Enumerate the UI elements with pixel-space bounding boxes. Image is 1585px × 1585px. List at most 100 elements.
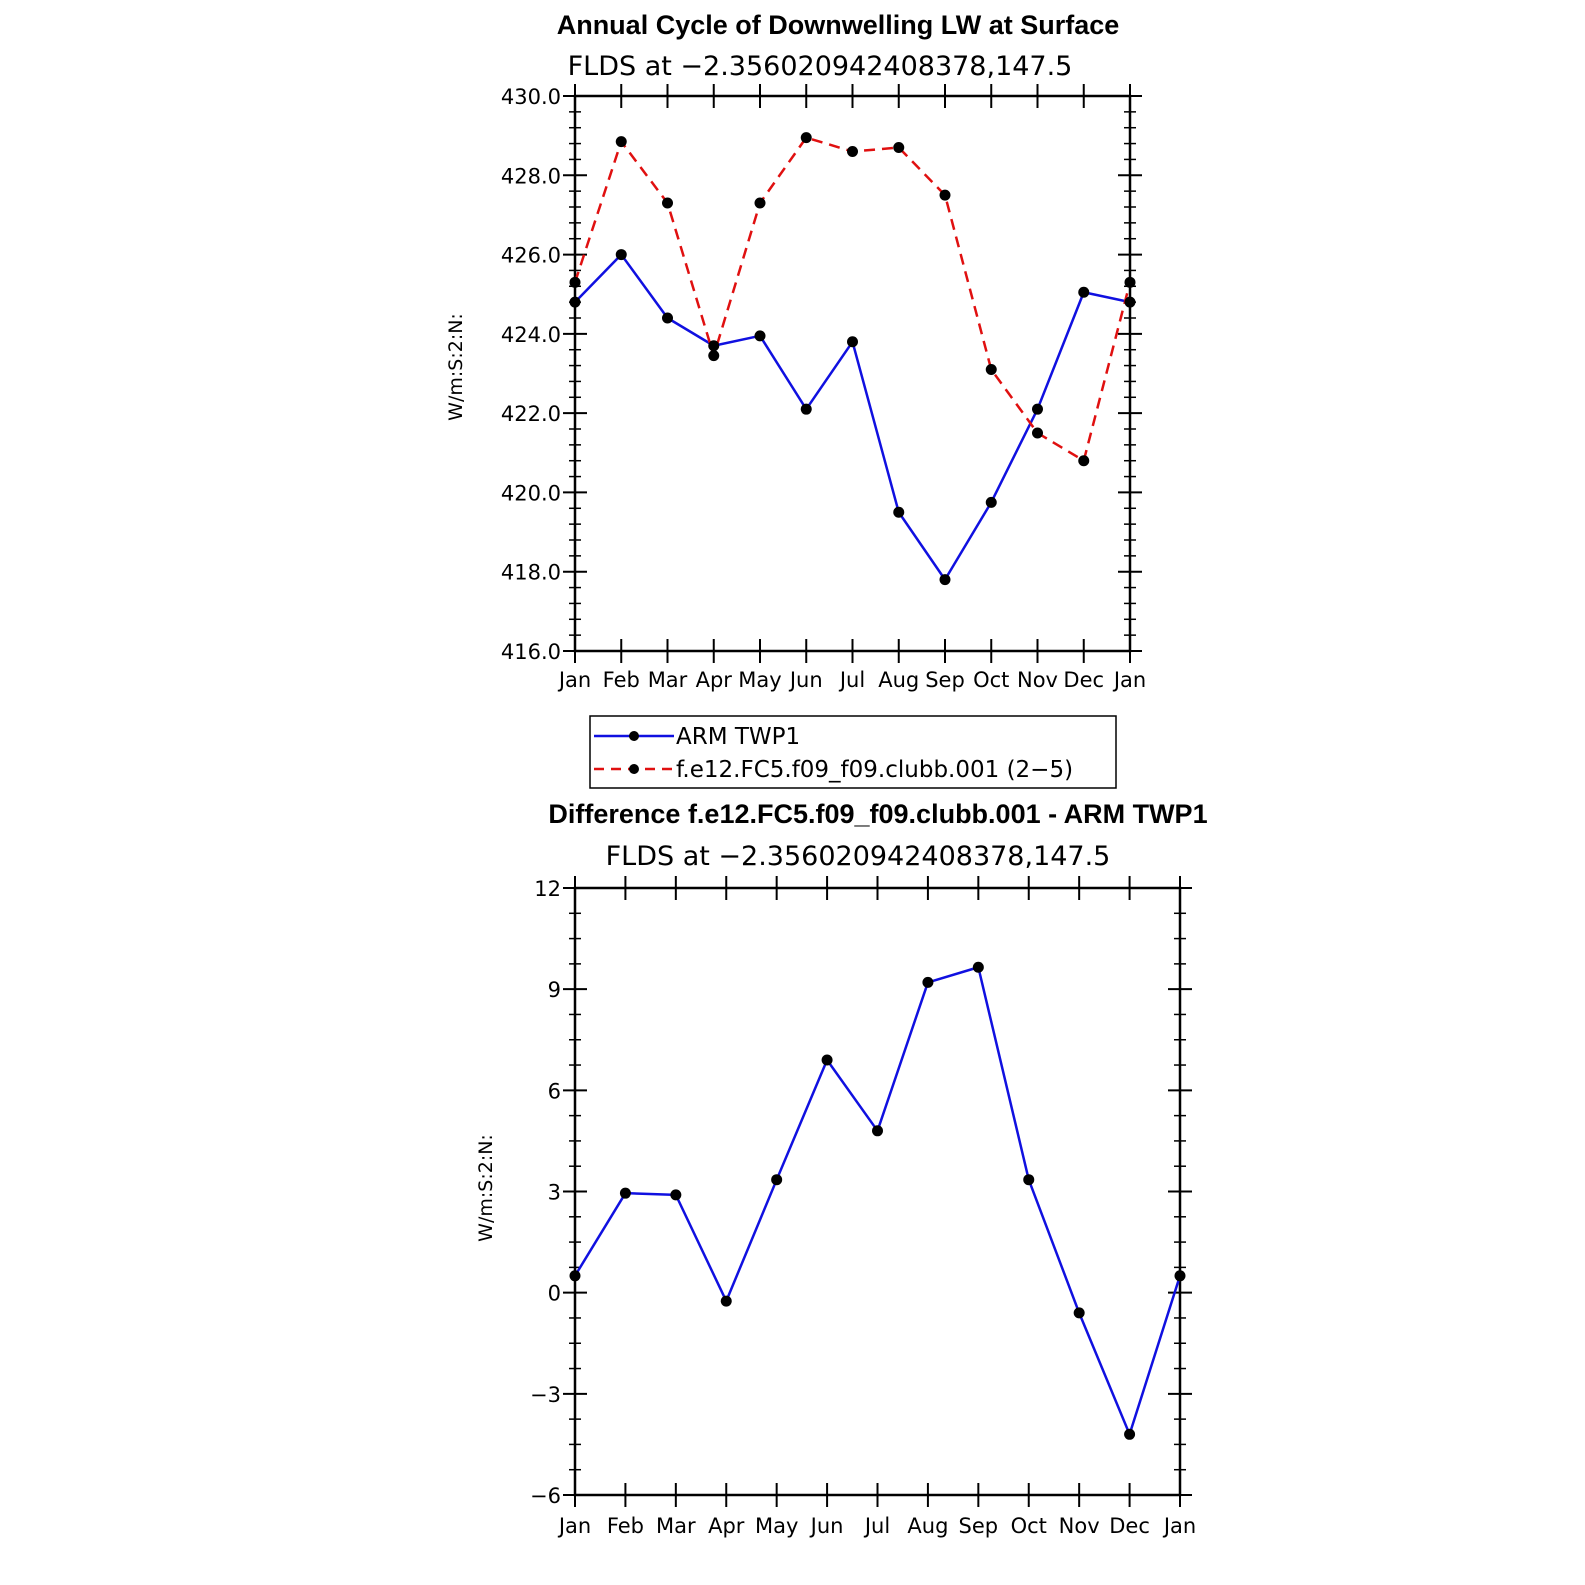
- plot-frame: [573, 94, 1132, 653]
- data-point-s0-3: [708, 340, 720, 352]
- x-tick-label: Sep: [925, 668, 965, 692]
- chart1-ylabel: W/m:S:2:N:: [445, 313, 467, 421]
- data-point-s0-0: [569, 1270, 581, 1282]
- y-tick-label: 424.0: [501, 323, 561, 347]
- x-tick-label: Sep: [959, 1514, 999, 1538]
- legend-box: [589, 715, 1117, 789]
- y-tick-label: 3: [548, 1181, 561, 1205]
- data-point-s0-12: [1124, 296, 1136, 308]
- data-point-s0-4: [754, 330, 766, 342]
- y-tick-label: 430.0: [501, 85, 561, 109]
- data-point-s0-1: [615, 249, 627, 261]
- x-tick-label: Mar: [648, 668, 688, 692]
- x-tick-label: Dec: [1063, 668, 1104, 692]
- data-point-s1-6: [847, 146, 858, 157]
- y-tick-label: 418.0: [501, 561, 561, 585]
- data-point-s0-10: [1073, 1307, 1085, 1319]
- y-tick-label: 416.0: [501, 640, 561, 664]
- data-point-s0-3: [720, 1295, 732, 1307]
- data-point-s0-6: [847, 336, 858, 348]
- x-tick-label: May: [738, 668, 781, 692]
- y-tick-label: −6: [530, 1484, 561, 1508]
- x-tick-label: Jan: [557, 1514, 591, 1538]
- chart1-title: Annual Cycle of Downwelling LW at Surfac…: [557, 10, 1120, 40]
- chart2-axes: −6 −3 0 3 6 9 12 Jan Feb Mar Apr May Jun Jul Aug Sep Oct…: [530, 876, 1196, 1538]
- data-point-s0-1: [619, 1187, 631, 1199]
- chart1-axes: 416.0 418.0 420.0 422.0 424.0 426.0 428.0 430.0…: [501, 84, 1146, 692]
- data-point-s1-4: [754, 197, 766, 209]
- legend-marker-arm: [629, 731, 639, 741]
- y-tick-label: −3: [530, 1383, 561, 1407]
- x-tick-label: Jul: [863, 1514, 890, 1538]
- data-point-s1-3: [708, 350, 720, 362]
- x-tick-label: May: [755, 1514, 798, 1538]
- y-tick-label: 420.0: [501, 481, 561, 505]
- chart2-series: [569, 961, 1186, 1440]
- data-point-s1-2: [662, 197, 673, 209]
- x-tick-label: Oct: [1011, 1514, 1047, 1538]
- x-tick-label: Feb: [603, 668, 640, 692]
- data-point-s1-12: [1124, 276, 1136, 288]
- data-point-s0-9: [985, 496, 997, 508]
- x-tick-label: Jan: [557, 668, 591, 692]
- data-point-s0-6: [872, 1125, 883, 1137]
- legend: ARM TWP1 f.e12.FC5.f09_f09.clubb.001 (2−…: [589, 715, 1117, 789]
- data-point-s0-7: [893, 506, 905, 518]
- data-point-s1-1: [615, 136, 627, 148]
- x-tick-label: Apr: [708, 1514, 745, 1538]
- x-tick-label: Jan: [1162, 1514, 1196, 1538]
- y-tick-label: 428.0: [501, 164, 561, 188]
- data-point-s0-8: [939, 574, 951, 586]
- panel-annual-cycle: Annual Cycle of Downwelling LW at Surfac…: [445, 10, 1146, 692]
- chart1-subtitle: FLDS at −2.356020942408378,147.5: [568, 51, 1073, 82]
- x-tick-label: Feb: [607, 1514, 644, 1538]
- series-line-0: [573, 965, 1182, 1436]
- x-tick-label: Aug: [878, 668, 919, 692]
- y-tick-label: 9: [548, 978, 561, 1002]
- y-tick-label: 0: [548, 1282, 561, 1306]
- data-point-s1-7: [893, 142, 905, 154]
- plot-frame: [573, 886, 1182, 1497]
- x-tick-label: Dec: [1109, 1514, 1150, 1538]
- data-point-s1-0: [569, 276, 581, 288]
- y-tick-label: 12: [534, 877, 561, 901]
- x-tick-label: Jan: [1112, 668, 1146, 692]
- chart1-series: [569, 132, 1136, 586]
- y-tick-label: 426.0: [501, 244, 561, 268]
- data-point-s0-2: [670, 1189, 682, 1201]
- data-point-s0-11: [1124, 1428, 1136, 1440]
- data-point-s0-2: [662, 312, 673, 324]
- data-point-s0-7: [922, 976, 934, 988]
- x-tick-label: Jun: [809, 1514, 844, 1538]
- x-tick-label: Oct: [973, 668, 1009, 692]
- data-point-s0-9: [1023, 1174, 1035, 1186]
- x-tick-label: Aug: [907, 1514, 948, 1538]
- legend-marker-model: [629, 764, 639, 774]
- data-point-s0-0: [569, 296, 581, 308]
- y-tick-label: 6: [548, 1079, 561, 1103]
- series-line-0: [574, 253, 1131, 581]
- data-point-s1-8: [939, 189, 951, 201]
- legend-entry-arm: ARM TWP1: [594, 724, 800, 750]
- x-tick-label: Nov: [1017, 668, 1058, 692]
- legend-entry-model: f.e12.FC5.f09_f09.clubb.001 (2−5): [594, 757, 1073, 783]
- legend-label-arm: ARM TWP1: [676, 724, 800, 750]
- x-tick-label: Nov: [1059, 1514, 1100, 1538]
- data-point-s1-9: [985, 364, 997, 376]
- data-point-s0-12: [1174, 1270, 1186, 1282]
- data-point-s1-5: [800, 132, 812, 144]
- data-point-s1-11: [1078, 455, 1090, 467]
- x-tick-label: Apr: [696, 668, 733, 692]
- chart2-title: Difference f.e12.FC5.f09_f09.clubb.001 -…: [548, 799, 1207, 829]
- data-point-s0-4: [771, 1174, 783, 1186]
- x-tick-label: Jul: [838, 668, 865, 692]
- data-point-s0-8: [972, 961, 984, 973]
- y-tick-label: 422.0: [501, 402, 561, 426]
- panel-difference: Difference f.e12.FC5.f09_f09.clubb.001 -…: [475, 799, 1208, 1538]
- x-tick-label: Mar: [656, 1514, 696, 1538]
- data-point-s0-5: [800, 403, 812, 415]
- series-line-1: [573, 136, 1132, 462]
- data-point-s0-11: [1078, 286, 1090, 298]
